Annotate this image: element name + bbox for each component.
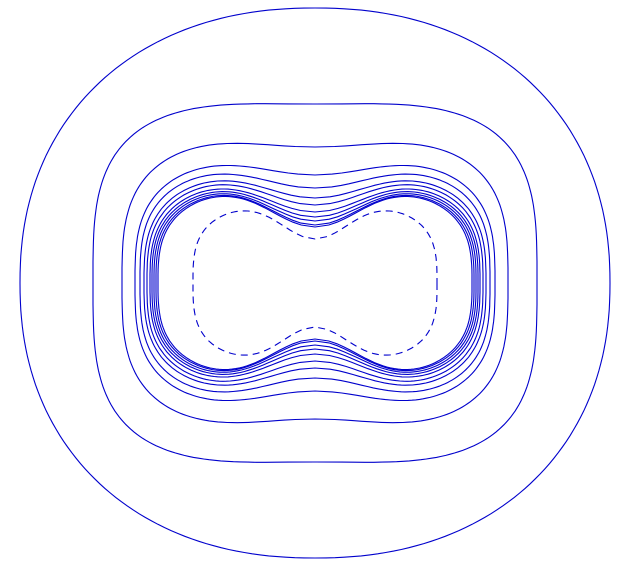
contour-line-5 [139, 173, 491, 393]
contour-line-10 [153, 193, 477, 373]
contour-line-12 [157, 195, 473, 371]
contour-line-4 [134, 164, 496, 402]
contour-line-6 [143, 180, 487, 386]
contour-line-9 [151, 191, 479, 375]
contour-line-2 [92, 103, 538, 463]
contour-line-3 [121, 142, 509, 424]
contour-line-1 [19, 7, 611, 559]
contour-line-7 [146, 184, 484, 382]
contour-line-8 [149, 188, 481, 378]
contour-line-dashed [192, 210, 438, 356]
contour-lines [19, 7, 611, 559]
contour-line-11 [155, 194, 475, 372]
